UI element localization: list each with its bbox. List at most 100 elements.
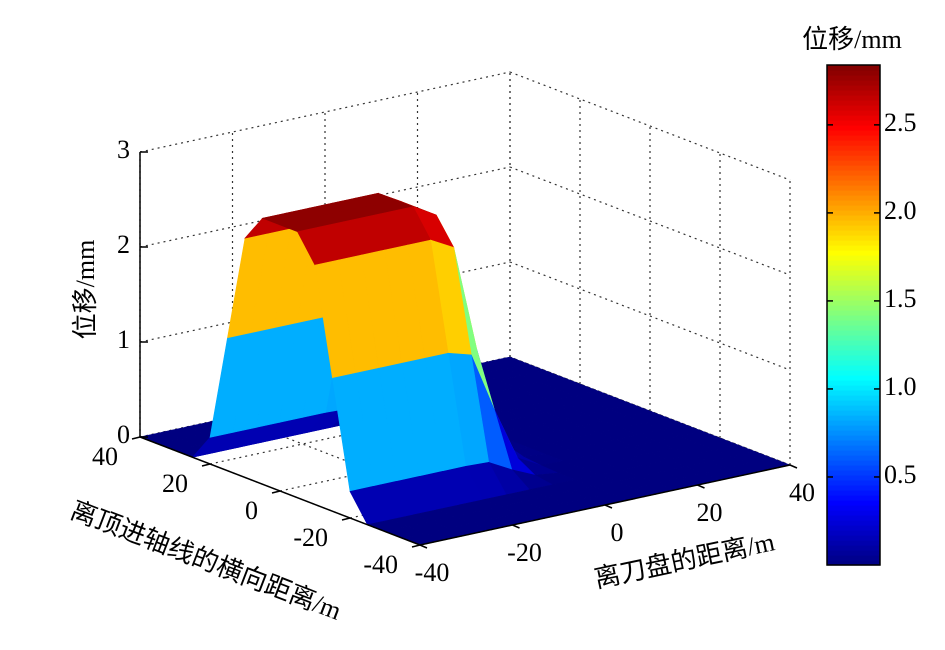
colorbar-band <box>827 270 880 276</box>
colorbar-band <box>827 430 880 436</box>
y-tick <box>411 544 421 548</box>
colorbar-band <box>827 170 880 176</box>
colorbar-band <box>827 130 880 136</box>
colorbar-band <box>827 95 880 101</box>
colorbar-band <box>827 395 880 401</box>
y-tick <box>201 463 211 467</box>
y-tick-label: -20 <box>293 523 328 552</box>
z-tick-label: 3 <box>117 135 130 164</box>
colorbar-band <box>827 385 880 391</box>
colorbar-band <box>827 165 880 171</box>
colorbar-band <box>827 190 880 196</box>
colorbar-band <box>827 195 880 201</box>
colorbar-band <box>827 265 880 271</box>
colorbar-tick-label: 1.5 <box>884 284 917 313</box>
colorbar-band <box>827 510 880 516</box>
colorbar-band <box>827 110 880 116</box>
colorbar-band <box>827 105 880 111</box>
colorbar-band <box>827 355 880 361</box>
x-tick <box>604 504 613 509</box>
colorbar-band <box>827 155 880 161</box>
colorbar-band <box>827 485 880 491</box>
colorbar-band <box>827 560 880 566</box>
colorbar-band <box>827 350 880 356</box>
colorbar-band <box>827 310 880 316</box>
colorbar-band <box>827 380 880 386</box>
z-tick-label: 1 <box>117 325 130 354</box>
colorbar-band <box>827 205 880 211</box>
colorbar-band <box>827 515 880 521</box>
colorbar-band <box>827 185 880 191</box>
z-tick-label: 2 <box>117 230 130 259</box>
colorbar-label: 位移/mm <box>802 25 902 54</box>
colorbar-band <box>827 280 880 286</box>
colorbar-band <box>827 100 880 106</box>
colorbar-band <box>827 445 880 451</box>
colorbar-band <box>827 375 880 381</box>
colorbar-band <box>827 330 880 336</box>
colorbar-tick-label: 2.0 <box>884 196 917 225</box>
colorbar-band <box>827 410 880 416</box>
colorbar-band <box>827 400 880 406</box>
colorbar-band <box>827 120 880 126</box>
colorbar-band <box>827 230 880 236</box>
colorbar-band <box>827 145 880 151</box>
colorbar-band <box>827 255 880 261</box>
colorbar-band <box>827 220 880 226</box>
colorbar-band <box>827 275 880 281</box>
colorbar-band <box>827 70 880 76</box>
y-axis-label: 离顶进轴线的横向距离/m <box>67 496 346 626</box>
x-tick-label: 20 <box>697 498 723 527</box>
colorbar-band <box>827 460 880 466</box>
colorbar-band <box>827 420 880 426</box>
colorbar-band <box>827 160 880 166</box>
colorbar-band <box>827 300 880 306</box>
colorbar-band <box>827 535 880 541</box>
colorbar-tick-label: 0.5 <box>884 460 917 489</box>
colorbar-band <box>827 450 880 456</box>
colorbar-band <box>827 80 880 86</box>
x-tick <box>512 524 520 529</box>
colorbar-band <box>827 550 880 556</box>
colorbar-band <box>827 455 880 461</box>
colorbar-band <box>827 325 880 331</box>
colorbar-band <box>827 260 880 266</box>
colorbar-band <box>827 545 880 551</box>
colorbar-band <box>827 225 880 231</box>
colorbar-band <box>827 65 880 71</box>
grid-line <box>509 261 791 371</box>
colorbar-band <box>827 525 880 531</box>
colorbar-band <box>827 345 880 351</box>
colorbar-band <box>827 295 880 301</box>
x-tick-label: 0 <box>611 518 624 547</box>
colorbar-band <box>827 490 880 496</box>
colorbar-band <box>827 140 880 146</box>
colorbar-band <box>827 75 880 81</box>
colorbar-band <box>827 365 880 371</box>
colorbar-band <box>827 135 880 141</box>
colorbar-band <box>827 440 880 446</box>
y-tick <box>271 490 281 494</box>
colorbar-tick-label: 2.5 <box>884 108 917 137</box>
colorbar-band <box>827 320 880 326</box>
z-tick-label: 0 <box>117 420 130 449</box>
colorbar-band <box>827 240 880 246</box>
colorbar-band <box>827 150 880 156</box>
colorbar-band <box>827 405 880 411</box>
y-tick-label: 20 <box>162 469 188 498</box>
colorbar-band <box>827 90 880 96</box>
colorbar-band <box>827 425 880 431</box>
colorbar-band <box>827 370 880 376</box>
colorbar-band <box>827 335 880 341</box>
x-tick <box>789 464 798 469</box>
colorbar-band <box>827 500 880 506</box>
colorbar-band <box>827 175 880 181</box>
colorbar-band <box>827 435 880 441</box>
colorbar-band <box>827 470 880 476</box>
colorbar-band <box>827 215 880 221</box>
grid-line <box>509 71 791 181</box>
colorbar-band <box>827 390 880 396</box>
colorbar-band <box>827 235 880 241</box>
colorbar-band <box>827 360 880 366</box>
